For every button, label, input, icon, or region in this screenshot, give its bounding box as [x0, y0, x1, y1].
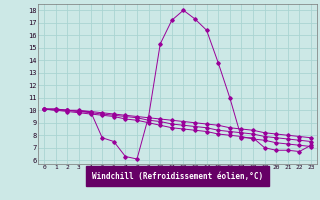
X-axis label: Windchill (Refroidissement éolien,°C): Windchill (Refroidissement éolien,°C) [92, 172, 263, 181]
